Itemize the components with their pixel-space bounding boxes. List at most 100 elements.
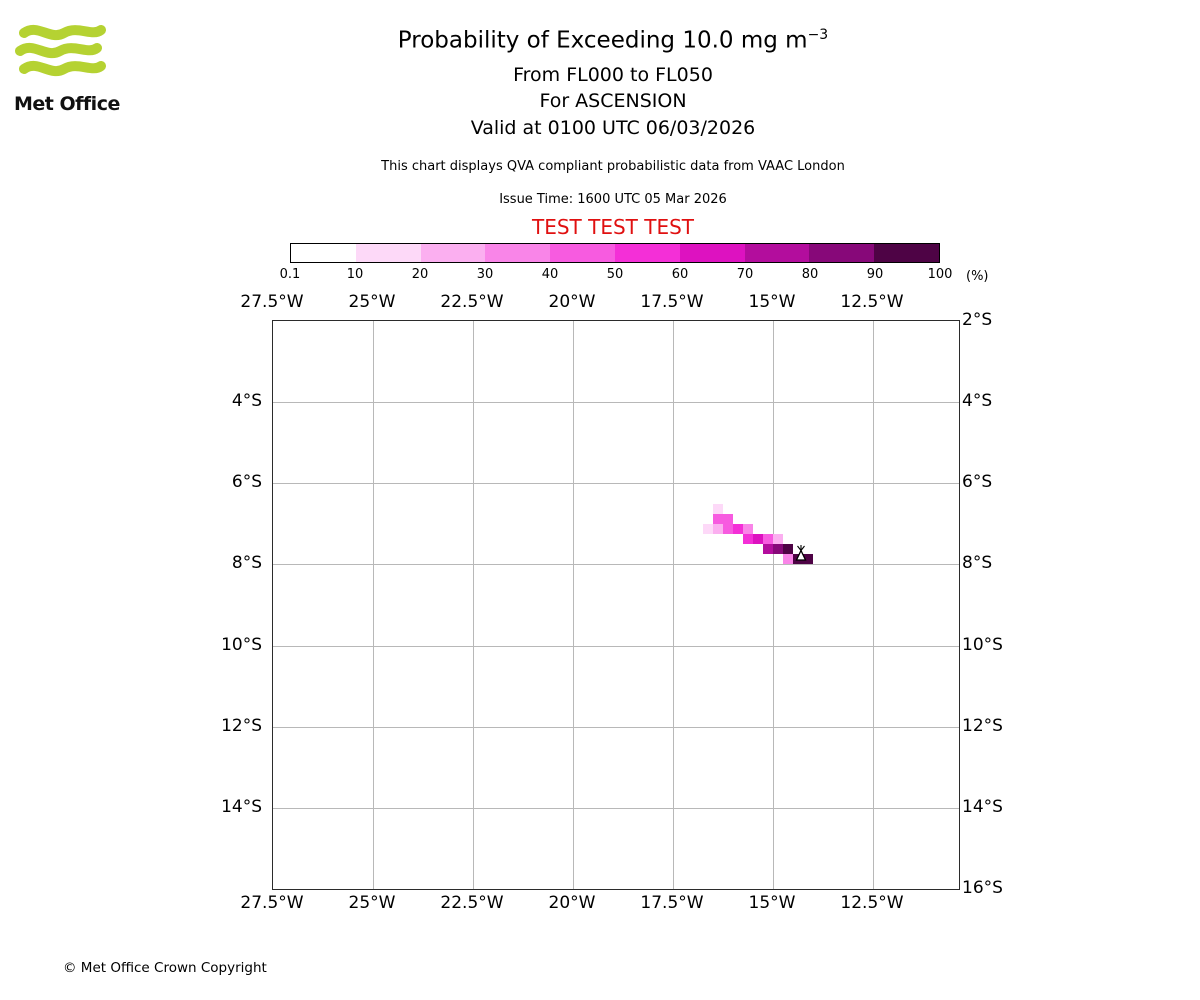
longitude-tick-label: 17.5°W: [640, 292, 704, 312]
longitude-tick-label: 15°W: [748, 893, 796, 913]
colorbar-tick-label: 70: [736, 267, 754, 282]
latitude-tick-label: 14°S: [962, 796, 1003, 817]
latitude-tick-label: 2°S: [962, 310, 993, 330]
latitude-tick-label: 4°S: [962, 391, 993, 412]
map-plot-area: [272, 320, 960, 890]
longitude-tick-label: 22.5°W: [440, 893, 504, 913]
page-title: Probability of Exceeding 10.0 mg m−3: [13, 27, 1200, 54]
grid-line-horizontal: [273, 807, 959, 809]
latitude-ticks-left: 4°S 6°S 8°S 10°S 12°S 14°S: [180, 320, 262, 888]
colorbar-tick-label: 50: [606, 267, 624, 282]
subtitle-site: For ASCENSION: [539, 90, 687, 112]
latitude-tick-label: 8°S: [231, 553, 262, 574]
colorbar-segment: [355, 244, 421, 262]
latitude-tick-label: 14°S: [221, 796, 262, 817]
longitude-ticks-bottom: 27.5°W 25°W 22.5°W 20°W 17.5°W 15°W 12.5°W: [240, 893, 958, 915]
colorbar-segment: [809, 244, 875, 262]
colorbar-tick-label: 60: [671, 267, 689, 282]
test-banner: TEST TEST TEST: [531, 215, 694, 239]
colorbar-segment: [744, 244, 810, 262]
issue-time: Issue Time: 1600 UTC 05 Mar 2026: [499, 192, 727, 207]
colorbar-tick-label: 80: [801, 267, 819, 282]
longitude-tick-label: 12.5°W: [840, 893, 904, 913]
probability-cell: [753, 534, 763, 545]
subtitle-flight-levels: From FL000 to FL050: [513, 64, 713, 86]
grid-line-horizontal: [273, 645, 959, 647]
probability-colorbar: [290, 243, 940, 263]
longitude-tick-label: 17.5°W: [640, 893, 704, 913]
grid-line-vertical: [873, 321, 874, 889]
colorbar-segment: [679, 244, 745, 262]
longitude-tick-label: 20°W: [548, 893, 596, 913]
probability-cell: [783, 544, 793, 555]
grid-line-vertical: [773, 321, 774, 889]
page-title-exponent: −3: [807, 27, 829, 43]
latitude-ticks-right: 2°S 4°S 6°S 8°S 10°S 12°S 14°S 16°S: [962, 310, 1052, 898]
probability-cell: [713, 513, 723, 524]
colorbar-unit-label: (%): [966, 269, 989, 284]
probability-cell: [773, 534, 783, 545]
longitude-tick-label: 25°W: [348, 292, 396, 312]
grid-line-vertical: [673, 321, 674, 889]
probability-cell: [723, 513, 733, 524]
latitude-tick-label: 16°S: [962, 878, 1003, 898]
colorbar-tick-label: 40: [541, 267, 559, 282]
colorbar-tick-labels: 0.1 10 20 30 40 50 60 70 80 90 100: [280, 267, 953, 283]
copyright-notice: © Met Office Crown Copyright: [63, 960, 267, 976]
colorbar-tick-label: 10: [346, 267, 364, 282]
colorbar-segment: [485, 244, 551, 262]
qva-description: This chart displays QVA compliant probab…: [381, 159, 845, 174]
probability-cell: [803, 554, 813, 565]
colorbar-segment: [550, 244, 615, 262]
latitude-tick-label: 6°S: [962, 472, 993, 493]
longitude-tick-label: 27.5°W: [240, 292, 304, 312]
colorbar-tick-label: 0.1: [279, 267, 301, 282]
colorbar-segment: [291, 244, 356, 262]
colorbar-tick-label: 20: [411, 267, 429, 282]
colorbar-tick-label: 90: [866, 267, 884, 282]
latitude-tick-label: 4°S: [231, 391, 262, 412]
longitude-tick-label: 20°W: [548, 292, 596, 312]
colorbar-segment: [874, 244, 939, 262]
latitude-tick-label: 10°S: [221, 634, 262, 655]
probability-cell: [783, 554, 793, 565]
grid-line-horizontal: [273, 402, 959, 404]
probability-cell: [763, 544, 773, 555]
grid-line-horizontal: [273, 483, 959, 485]
longitude-tick-label: 12.5°W: [840, 292, 904, 312]
longitude-tick-label: 25°W: [348, 893, 396, 913]
colorbar-segment: [420, 244, 486, 262]
probability-cell: [743, 523, 753, 534]
probability-cell: [703, 523, 713, 534]
probability-cell: [763, 534, 773, 545]
probability-cell: [713, 503, 723, 514]
met-office-waves-icon: [15, 24, 106, 76]
probability-cell: [743, 534, 753, 545]
longitude-tick-label: 22.5°W: [440, 292, 504, 312]
grid-line-vertical: [573, 321, 574, 889]
longitude-ticks-top: 27.5°W 25°W 22.5°W 20°W 17.5°W 15°W 12.5°W: [240, 292, 958, 314]
colorbar-segment: [614, 244, 680, 262]
probability-cell: [723, 523, 733, 534]
colorbar-tick-label: 30: [476, 267, 494, 282]
met-office-logo-text: Met Office: [14, 93, 120, 115]
probability-cell: [713, 523, 723, 534]
chart-titles: Probability of Exceeding 10.0 mg m−3 Fro…: [13, 0, 1200, 240]
latitude-tick-label: 6°S: [231, 472, 262, 493]
volcano-icon: [795, 545, 807, 561]
longitude-tick-label: 27.5°W: [240, 893, 304, 913]
latitude-tick-label: 12°S: [221, 715, 262, 736]
grid-line-vertical: [473, 321, 474, 889]
probability-cell: [773, 544, 783, 555]
latitude-tick-label: 10°S: [962, 634, 1003, 655]
grid-line-vertical: [373, 321, 374, 889]
colorbar-tick-label: 100: [927, 267, 953, 282]
grid-line-horizontal: [273, 726, 959, 728]
probability-cell: [733, 523, 743, 534]
latitude-tick-label: 8°S: [962, 553, 993, 574]
longitude-tick-label: 15°W: [748, 292, 796, 312]
latitude-tick-label: 12°S: [962, 715, 1003, 736]
grid-line-horizontal: [273, 564, 959, 566]
met-office-logo: Met Office: [14, 22, 134, 115]
